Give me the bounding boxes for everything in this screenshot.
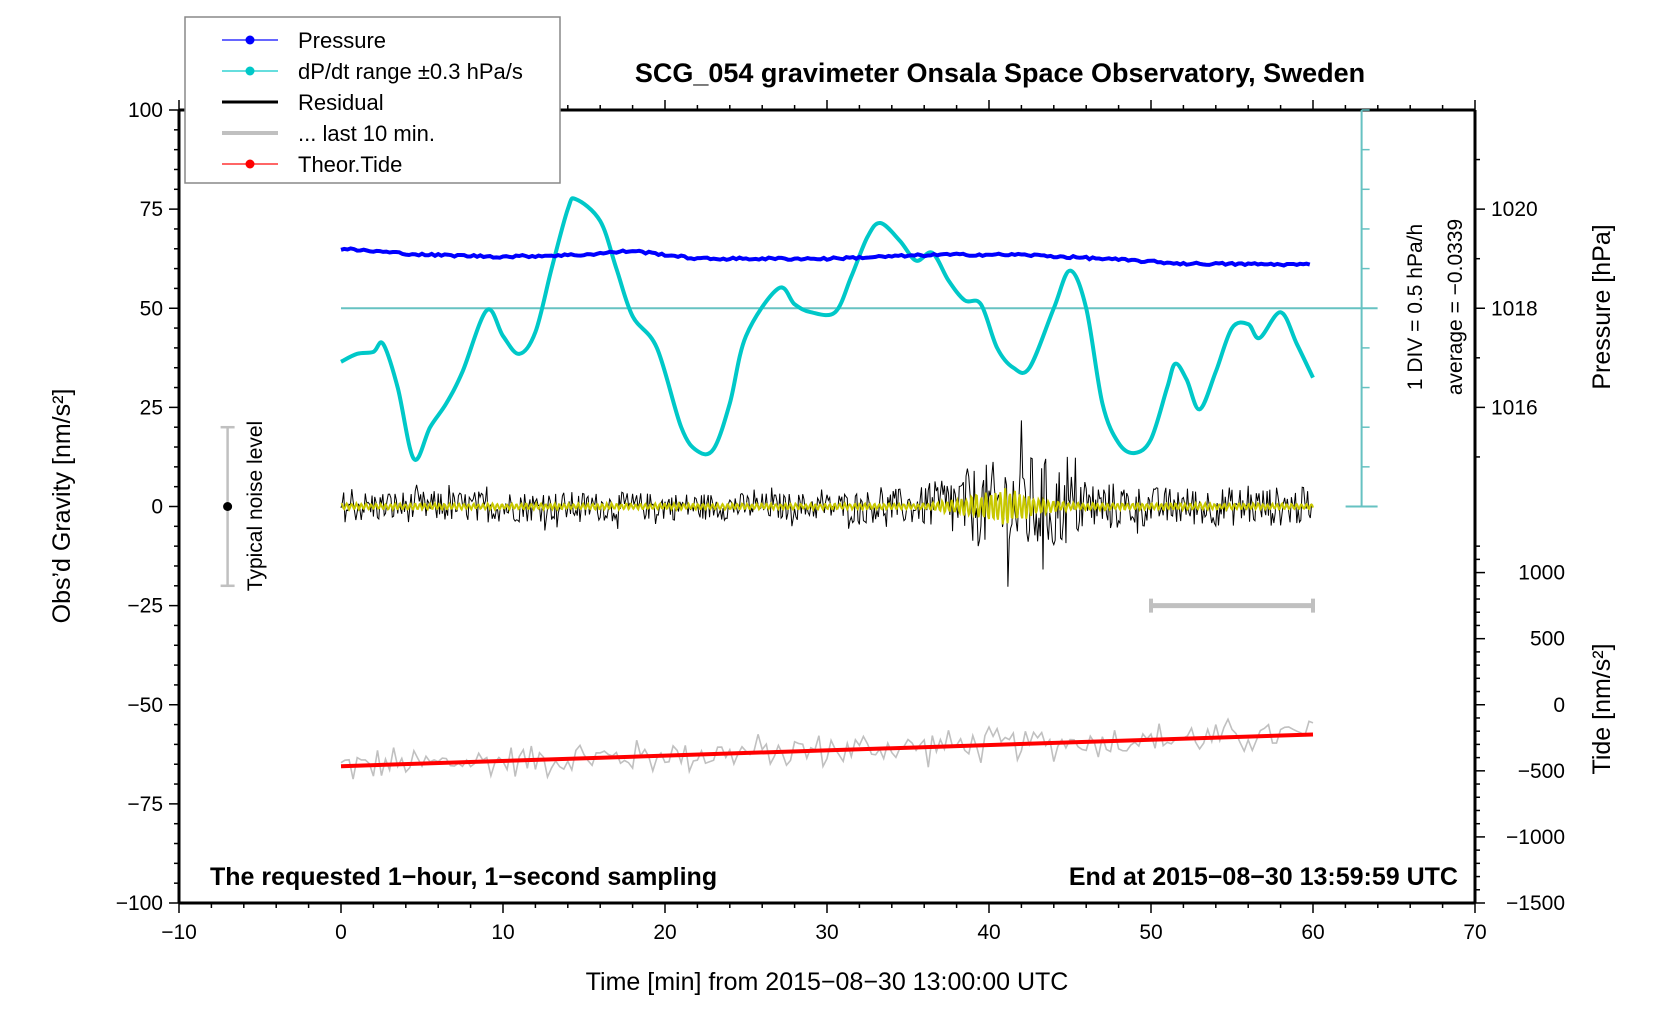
y-tick-label: −50 (127, 694, 163, 717)
series-residual-smoothed (340, 488, 1314, 525)
y-tick-label: 75 (140, 198, 163, 221)
legend-entry: Theor.Tide (222, 152, 402, 177)
x-tick-label: 60 (1301, 921, 1324, 944)
y-tick-label: 50 (140, 297, 163, 320)
legend-entry: Residual (222, 90, 384, 115)
x-tick-label: 70 (1463, 921, 1486, 944)
legend-entry: dP/dt range ±0.3 hPa/s (222, 59, 523, 84)
legend-entry: ... last 10 min. (222, 121, 435, 146)
y-tick-label: 100 (128, 99, 163, 122)
x-tick-label: 30 (815, 921, 838, 944)
tide-tick-label: −1500 (1506, 892, 1565, 915)
x-axis-title: Time [min] from 2015−08−30 13:00:00 UTC (586, 968, 1069, 996)
y-tick-label: −100 (116, 892, 163, 915)
noise-bar-dot (223, 502, 233, 511)
y-tick-label: 0 (151, 496, 163, 519)
y-tick-label: 25 (140, 396, 163, 419)
pressure-tick-label: 1016 (1491, 396, 1538, 419)
noise-level-bar (220, 425, 235, 588)
dpdt-scale (341, 109, 1378, 508)
y-axis-title-pressure: Pressure [hPa] (1588, 224, 1616, 389)
y-axis-title-tide: Tide [nm/s²] (1588, 643, 1616, 774)
y-axis-title-left: Obs’d Gravity [nm/s²] (48, 389, 76, 624)
dpdt-average-label: average = −0.0339 (1444, 219, 1467, 395)
legend-box (184, 16, 561, 184)
pressure-tick-label: 1020 (1491, 198, 1538, 221)
legend-label: Residual (298, 90, 384, 115)
y-tick-label: −75 (127, 793, 163, 816)
x-tick-label: −10 (161, 921, 197, 944)
last-10-min-bar (1149, 598, 1315, 613)
tide-tick-label: 500 (1530, 628, 1565, 651)
legend-label: Theor.Tide (298, 152, 402, 177)
noise-level-label: Typical noise level (244, 421, 267, 591)
x-tick-label: 20 (653, 921, 676, 944)
dpdt-div-label: 1 DIV = 0.5 hPa/h (1404, 224, 1427, 390)
legend-swatch-marker (245, 35, 255, 45)
tide-tick-labels: 1000 500 0 −500 −1000 −1500 (1506, 562, 1565, 915)
legend-entry: Pressure (222, 28, 386, 53)
x-tick-label: 0 (335, 921, 347, 944)
tide-tick-label: −1000 (1506, 826, 1565, 849)
axis-ticks (169, 100, 1485, 913)
chart-title: SCG_054 gravimeter Onsala Space Observat… (635, 58, 1365, 88)
pressure-tick-labels: 1020 1018 1016 (1491, 198, 1538, 419)
tide-tick-label: −500 (1518, 760, 1565, 783)
legend-label: Pressure (298, 28, 386, 53)
series-group (340, 196, 1315, 780)
series-pressure (340, 246, 1311, 268)
tide-tick-label: 1000 (1518, 562, 1565, 585)
y-tick-label: −25 (127, 595, 163, 618)
series-theor-tide (340, 732, 1314, 769)
tide-tick-label: 0 (1553, 694, 1565, 717)
legend-swatch-marker (245, 66, 255, 76)
x-tick-label: 10 (491, 921, 514, 944)
pressure-tick-label: 1018 (1491, 297, 1538, 320)
legend-swatch-marker (245, 159, 255, 169)
y-tick-labels: 100 75 50 25 0 −25 −50 −75 −100 (116, 99, 163, 915)
annotation-sampling: The requested 1−hour, 1−second sampling (210, 863, 717, 891)
legend-label: dP/dt range ±0.3 hPa/s (298, 59, 523, 84)
x-tick-label: 50 (1139, 921, 1162, 944)
series-dpdt (340, 196, 1315, 462)
annotation-end-time: End at 2015−08−30 13:59:59 UTC (1069, 863, 1458, 891)
legend-label: ... last 10 min. (298, 121, 435, 146)
x-tick-label: 40 (977, 921, 1000, 944)
legend: Pressure dP/dt range ±0.3 hPa/s Residual..… (184, 16, 561, 184)
x-tick-labels: −10 0 10 20 30 40 50 60 70 (161, 921, 1486, 944)
